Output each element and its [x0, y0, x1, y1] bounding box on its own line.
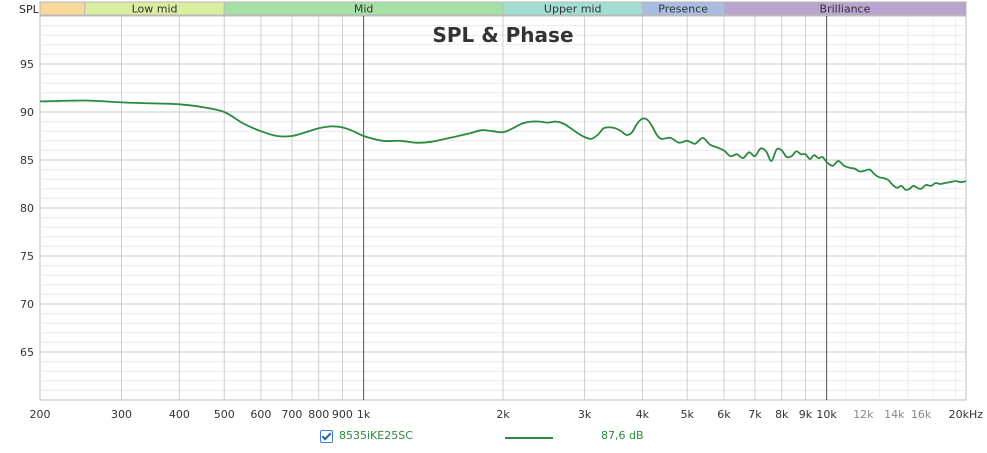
x-tick-label: 5k — [681, 408, 695, 421]
y-tick-label: 75 — [20, 250, 34, 263]
legend-value: 87,6 dB — [601, 429, 644, 442]
x-tick-label: 200 — [30, 408, 51, 421]
x-tick-label: 20kHz — [949, 408, 984, 421]
x-tick-label: 9k — [799, 408, 813, 421]
series-visibility-checkbox[interactable] — [320, 430, 333, 443]
x-tick-label: 16k — [911, 408, 932, 421]
band-5 — [723, 1, 967, 16]
x-tick-label: 900 — [332, 408, 353, 421]
x-tick-label: 4k — [636, 408, 650, 421]
y-tick-label: 70 — [20, 298, 34, 311]
series-line-0 — [39, 99, 967, 191]
grid — [40, 16, 966, 400]
y-tick-label: 90 — [20, 106, 34, 119]
band-label-3: Upper mid — [544, 3, 602, 16]
x-tick-label: 600 — [250, 408, 271, 421]
y-tick-label: 80 — [20, 202, 34, 215]
x-tick-label: 8k — [775, 408, 789, 421]
x-axis-ticks: 200 300 400 500 600 700 800 900 1k 2k 3k 4k 5k 6k 7k 8k… — [30, 408, 984, 421]
y-tick-label: 85 — [20, 154, 34, 167]
x-tick-label: 10k — [816, 408, 837, 421]
x-tick-label: 2k — [496, 408, 510, 421]
x-tick-label: 6k — [717, 408, 731, 421]
x-tick-label: 500 — [214, 408, 235, 421]
band-axis-label: SPL — [19, 3, 40, 16]
y-axis-ticks: 65 70 75 80 85 90 95 — [20, 58, 34, 359]
x-tick-label: 300 — [111, 408, 132, 421]
legend: 8535iKE25SC 87,6 dB — [0, 428, 987, 448]
legend-series-name[interactable]: 8535iKE25SC — [339, 429, 413, 442]
x-tick-label: 700 — [281, 408, 302, 421]
band-label-5: Brilliance — [820, 3, 871, 16]
series-layer — [39, 99, 967, 191]
chart-title: SPL & Phase — [432, 23, 573, 47]
x-tick-label: 7k — [748, 408, 762, 421]
legend-line-swatch — [505, 437, 553, 439]
y-tick-label: 65 — [20, 346, 34, 359]
x-tick-label: 14k — [884, 408, 905, 421]
x-tick-label: 400 — [169, 408, 190, 421]
y-tick-label: 95 — [20, 58, 34, 71]
band-label-1: Low mid — [132, 3, 178, 16]
band-label-2: Mid — [354, 3, 374, 16]
frequency-bands: Low mid Mid Upper mid Presence Brilliance — [39, 1, 967, 16]
x-tick-label: 1k — [357, 408, 371, 421]
band-label-4: Presence — [658, 3, 708, 16]
x-tick-label: 12k — [853, 408, 874, 421]
x-tick-label: 3k — [578, 408, 592, 421]
x-tick-label: 800 — [308, 408, 329, 421]
band-0 — [39, 1, 86, 16]
